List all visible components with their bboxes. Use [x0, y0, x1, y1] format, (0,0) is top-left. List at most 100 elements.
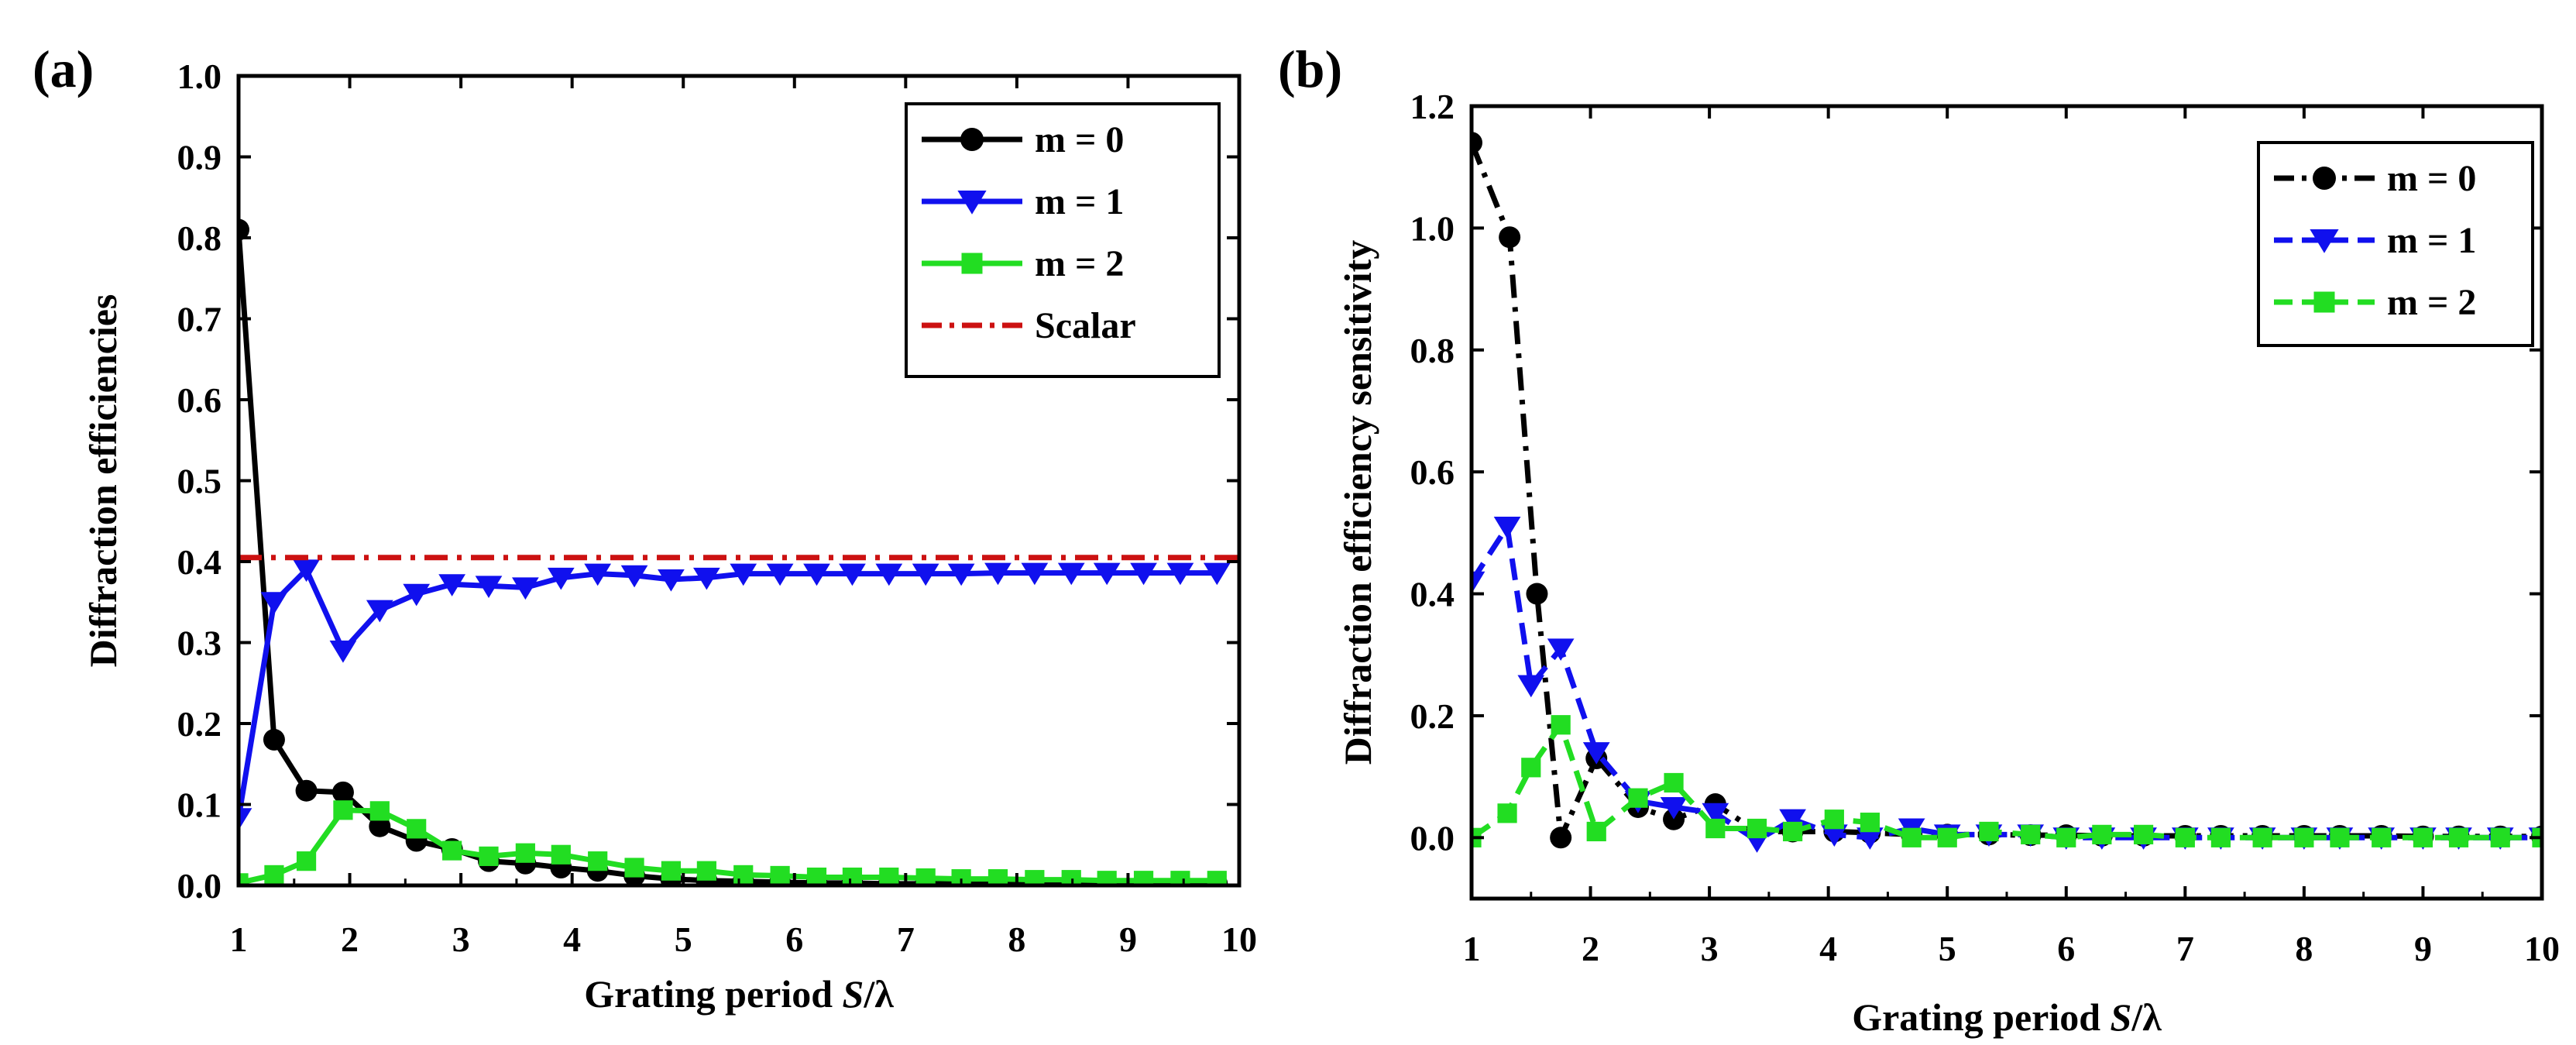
y-tick-label: 1.0 [177, 57, 222, 96]
data-point-m2 [879, 867, 899, 885]
data-point-m1 [1582, 742, 1610, 765]
x-axis-title: Grating period S/λ [1852, 995, 2162, 1039]
data-point-m2 [1901, 827, 1922, 847]
legend-label: m = 2 [1035, 243, 1124, 284]
data-point-m2 [264, 865, 284, 885]
data-point-m2 [770, 865, 790, 885]
data-point-m2 [1628, 788, 1648, 808]
legend-label: m = 1 [2387, 220, 2476, 261]
y-tick-label: 0.9 [177, 138, 222, 177]
x-tick-label: 3 [452, 920, 470, 959]
data-point-m1 [803, 563, 830, 586]
legend-label: m = 1 [1035, 181, 1124, 222]
data-point-m2 [1497, 803, 1517, 823]
data-point-m1 [1203, 562, 1231, 586]
legend-marker-m0 [2313, 167, 2336, 190]
data-point-m1 [947, 563, 975, 586]
data-point-m1 [1820, 824, 1848, 847]
legend-marker-m1 [957, 191, 987, 215]
x-tick-label: 10 [2524, 929, 2560, 968]
data-point-m1 [1472, 571, 1485, 594]
data-point-m0 [331, 781, 354, 803]
legend-label: m = 2 [2387, 282, 2476, 323]
x-tick-label: 2 [1582, 929, 1599, 968]
data-point-m2 [2092, 824, 2112, 844]
data-point-m1 [293, 559, 320, 583]
data-point-m1 [1517, 675, 1545, 698]
data-point-m2 [2175, 827, 2195, 847]
data-point-m1 [1021, 562, 1049, 586]
y-tick-label: 0.0 [177, 866, 222, 906]
plot-area [1472, 132, 2542, 853]
y-axis-title: Diffraction efficiencies [81, 294, 125, 668]
data-point-m1 [620, 565, 648, 588]
data-point-m1 [1660, 796, 1688, 820]
data-point-m2 [369, 801, 390, 821]
data-point-m1 [766, 563, 794, 586]
x-tick-label: 5 [675, 920, 692, 959]
data-point-m2 [2021, 824, 2041, 844]
x-tick-label: 9 [1119, 920, 1137, 959]
data-point-m2 [551, 844, 571, 865]
data-point-m2 [842, 867, 863, 885]
data-point-m2 [1705, 818, 1726, 839]
data-point-m0 [369, 815, 391, 837]
x-axis-title-suffix: /λ [2131, 995, 2162, 1039]
legend: m = 0 m = 1 m = 2 Scalar [905, 102, 1221, 378]
y-tick-label: 1.2 [1410, 87, 1455, 126]
legend-box [905, 102, 1221, 378]
data-point-m2 [407, 819, 427, 839]
chart-panel-b: 1 2 3 4 5 6 7 8 9 10 0.0 0.2 0.4 0.6 0.8 1.0 1.2 (b) Diffr… [1278, 40, 2560, 1039]
data-point-m1 [912, 563, 939, 586]
data-point-m1 [475, 576, 503, 598]
data-point-m2 [296, 851, 317, 871]
data-point-m1 [1547, 638, 1575, 661]
x-tick-label: 4 [1819, 929, 1837, 968]
x-tick-label: 1 [230, 920, 248, 959]
data-point-m1 [403, 583, 431, 607]
x-tick-label: 8 [2295, 929, 2313, 968]
data-point-m2 [1783, 821, 1803, 842]
legend-marker-m0 [960, 128, 984, 151]
x-axis-title-prefix: Grating period [584, 972, 842, 1016]
data-point-m2 [1521, 758, 1541, 778]
data-point-m2 [1586, 821, 1606, 842]
data-point-m2 [1061, 870, 1081, 885]
data-point-m1 [839, 563, 866, 586]
data-point-m0 [1550, 827, 1572, 849]
legend-marker-m2 [961, 253, 983, 274]
x-tick-label: 4 [563, 920, 581, 959]
data-point-m2 [2372, 827, 2392, 847]
data-point-m2 [624, 858, 644, 878]
legend-marker-m1 [2310, 229, 2339, 253]
data-point-m0 [239, 218, 249, 241]
legend-label: Scalar [1035, 305, 1136, 346]
x-tick-label: 6 [785, 920, 803, 959]
y-tick-label: 0.8 [177, 218, 222, 258]
y-tick-label: 0.4 [177, 542, 222, 582]
data-point-m2 [1937, 827, 1957, 847]
data-point-m2 [1824, 810, 1844, 830]
data-point-m0 [1526, 583, 1548, 605]
data-point-m1 [1093, 562, 1121, 586]
y-tick-label: 0.3 [177, 624, 222, 663]
data-point-m2 [442, 840, 462, 861]
y-tick-label: 0.8 [1410, 331, 1455, 370]
data-point-m2 [987, 869, 1008, 885]
data-point-m0 [1472, 132, 1482, 154]
y-tick-label: 0.6 [1410, 452, 1455, 492]
data-point-m2 [333, 800, 353, 820]
data-point-m1 [584, 563, 612, 586]
x-tick-label: 10 [1221, 920, 1257, 959]
data-point-m2 [2252, 827, 2272, 847]
data-point-m2 [2133, 824, 2154, 844]
x-tick-label: 6 [2057, 929, 2075, 968]
data-point-m1 [1856, 827, 1884, 850]
data-point-m2 [2490, 827, 2510, 847]
x-axis-title-var: S [843, 972, 864, 1016]
data-point-m1 [329, 640, 357, 663]
data-point-m1 [1130, 562, 1157, 586]
data-point-m0 [1663, 808, 1685, 830]
data-point-m2 [2294, 827, 2314, 847]
